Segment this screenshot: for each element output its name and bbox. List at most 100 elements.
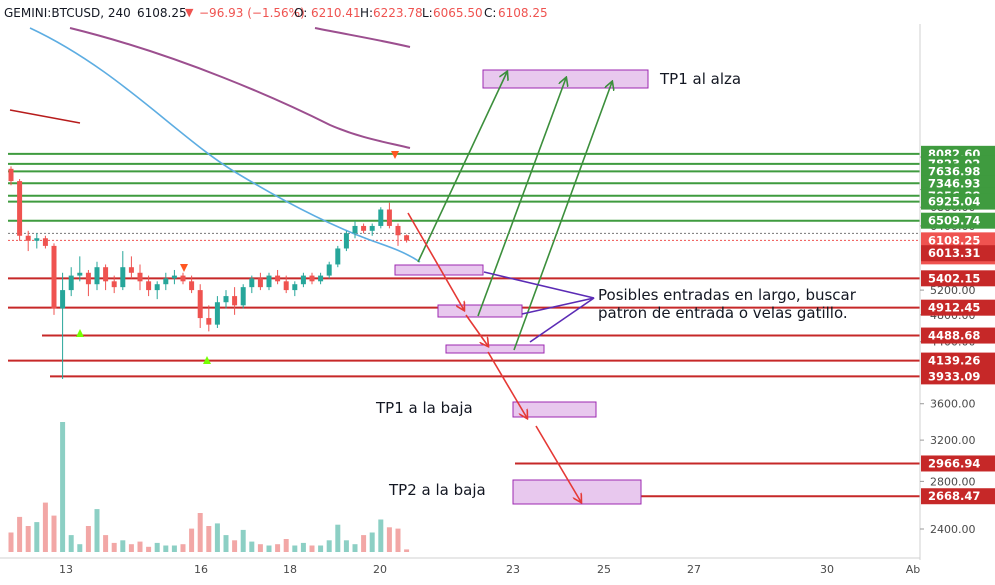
purple-pointer-lower xyxy=(529,297,595,343)
volume-bar xyxy=(335,524,341,552)
candle-body xyxy=(404,235,410,241)
red-level-label: 2668.47 xyxy=(928,489,980,503)
candle-body xyxy=(318,275,324,282)
candle-body xyxy=(68,275,74,291)
candle-body xyxy=(378,209,384,226)
volume-bar xyxy=(249,541,255,552)
red-level-label-bg xyxy=(921,368,995,385)
volume-bar xyxy=(326,540,332,552)
price-tick-label: 2400.00 xyxy=(930,523,976,536)
tp2-down-zone xyxy=(512,479,642,505)
volume-bar xyxy=(318,545,324,552)
sell-signal-marker xyxy=(391,151,399,159)
ma-fast-line xyxy=(29,27,421,263)
candle-body xyxy=(171,275,177,279)
volume-bar xyxy=(85,526,91,552)
candle-body xyxy=(189,281,195,291)
volume-bar xyxy=(68,535,74,552)
green-level-label-bg xyxy=(921,193,995,210)
candle-body xyxy=(232,296,238,306)
candle-body xyxy=(257,278,263,288)
volume-bar xyxy=(51,515,57,552)
volume-bar xyxy=(8,532,14,552)
current-price-label: 6108.25 xyxy=(928,233,980,247)
volume-bar xyxy=(275,544,281,552)
volume-bar xyxy=(146,546,152,552)
sell-signal-marker xyxy=(180,264,188,272)
low-value: 6065.50 xyxy=(433,6,483,20)
green-level-label-bg xyxy=(921,212,995,229)
red-arrow-3 xyxy=(487,351,527,418)
date-axis[interactable]: 13 16 18 20 23 25 27 30 Ab xyxy=(0,557,921,576)
red-level-label-bg xyxy=(921,488,995,505)
candle-body xyxy=(154,284,160,291)
green-arrow-1 xyxy=(417,72,507,263)
chart-header: GEMINI:BTCUSD, 240 6108.25 ▼ −96.93 (−1.… xyxy=(0,0,995,24)
price-axis[interactable]: 8000.007200.006800.006400.005200.004800.… xyxy=(919,24,995,560)
candle-body xyxy=(94,267,100,285)
projection-arrows xyxy=(407,72,612,502)
volume-bar xyxy=(154,542,160,552)
candle-body xyxy=(180,275,186,282)
candle-body xyxy=(214,302,220,325)
candle-body xyxy=(369,225,375,231)
price-marker-label: 6013.31 xyxy=(928,246,980,260)
candle-body xyxy=(163,278,169,285)
volume-bar xyxy=(120,540,126,552)
trend-line xyxy=(9,109,81,124)
candle-body xyxy=(8,168,14,182)
volume-bar xyxy=(395,528,401,552)
candle-body xyxy=(335,248,341,265)
volume-bar xyxy=(103,535,109,552)
down-triangle-icon: ▼ xyxy=(185,6,194,19)
volume-bar xyxy=(25,526,31,552)
candle-body xyxy=(103,267,109,282)
candle-body xyxy=(240,287,246,306)
candle-body xyxy=(283,281,289,291)
candle-body xyxy=(17,181,23,236)
price-tick-label: 3600.00 xyxy=(930,398,976,411)
volume-bar xyxy=(283,539,289,552)
candles xyxy=(8,166,410,379)
volume-bar xyxy=(292,545,298,552)
ma-slow-line-upper xyxy=(314,27,411,48)
buy-signal-marker xyxy=(76,329,84,337)
date-tick-label: 25 xyxy=(597,563,611,576)
volume-bar xyxy=(34,522,40,552)
volume-bar xyxy=(137,541,143,552)
symbol-label[interactable]: GEMINI:BTCUSD, 240 xyxy=(4,6,131,20)
candle-body xyxy=(206,318,212,325)
candle-body xyxy=(146,281,152,291)
candle-body xyxy=(275,275,281,282)
date-tick-label: 13 xyxy=(59,563,73,576)
tp1-down-zone xyxy=(512,401,597,418)
volume-bar xyxy=(386,527,392,552)
volume-bar xyxy=(343,540,349,552)
date-tick-label: 23 xyxy=(506,563,520,576)
close-label: C: xyxy=(484,6,497,20)
price-marker-bg xyxy=(921,245,995,262)
volume-bar xyxy=(163,545,169,552)
date-tick-label: 20 xyxy=(373,563,387,576)
volume-bar xyxy=(128,544,134,552)
volume-bar xyxy=(189,528,195,552)
volume-bar xyxy=(206,526,212,552)
volume-bar xyxy=(266,545,272,552)
volume-bar xyxy=(404,549,410,552)
date-tick-label: Ab xyxy=(906,563,921,576)
red-level-label-bg xyxy=(921,455,995,472)
signal-markers xyxy=(76,151,399,364)
volume-bar xyxy=(232,540,238,552)
red-level-label-bg xyxy=(921,299,995,316)
volume-bar xyxy=(180,544,186,552)
candle-body xyxy=(352,225,358,234)
low-label: L: xyxy=(422,6,433,20)
volume-bar xyxy=(240,529,246,552)
red-level-label-bg xyxy=(921,327,995,344)
tp1-up-label: TP1 al alza xyxy=(659,70,741,88)
entry-zone-1 xyxy=(394,264,484,276)
volume-bar xyxy=(223,535,229,552)
ma-slow-line xyxy=(69,27,411,149)
green-level-label: 7636.98 xyxy=(928,164,980,178)
